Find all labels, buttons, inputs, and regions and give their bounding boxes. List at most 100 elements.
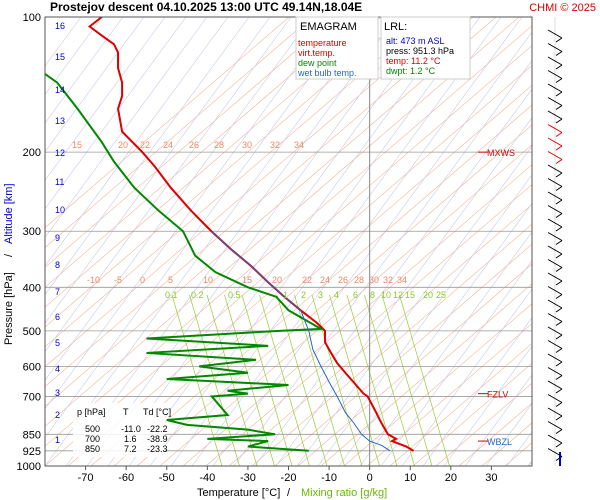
isotherm-line: [359, 231, 532, 466]
adiabat-line: [389, 342, 532, 466]
table-header-td: Td [°C]: [143, 407, 171, 417]
adiabat-line: [45, 17, 428, 348]
mixing-ratio-line: [206, 294, 258, 466]
wind-barb: [547, 218, 563, 228]
level-marker-label: FZLV: [487, 390, 508, 400]
lrl-alt: alt: 473 m ASL: [386, 36, 445, 46]
isotherm-line: [296, 145, 532, 466]
series-wet-bulb-temp-: [211, 230, 391, 452]
adiabat-line: [228, 203, 532, 466]
xlabel-mixing-ratio: Mixing ratio [g/kg]: [301, 487, 387, 499]
adiabat-line: [182, 164, 532, 466]
adiabat-line: [251, 223, 532, 466]
mixing-ratio-label: 0.2: [191, 290, 204, 300]
wind-barb: [547, 178, 563, 187]
theta-label-lower: -5: [114, 275, 122, 285]
mixing-ratio-label: 0.5: [228, 290, 241, 300]
wind-barb-flag: [555, 240, 563, 245]
wind-barb: [547, 326, 563, 336]
legend-wet-bulb: wet bulb temp.: [297, 68, 357, 78]
isotherm-line: [45, 17, 271, 324]
wind-barb-flag: [555, 186, 563, 191]
mixing-ratio-line: [346, 294, 398, 466]
wind-barb: [547, 394, 563, 403]
wind-barb: [547, 380, 563, 390]
wind-barb-flag: [555, 78, 563, 83]
wind-barb-flag: [555, 118, 563, 124]
legend: EMAGRAM temperature virt.temp. dew point…: [295, 16, 379, 80]
mixing-ratio-label: 6: [353, 290, 358, 300]
isotherm-line: [45, 17, 292, 353]
isotherm-line: [45, 17, 229, 267]
theta-label-upper: 34: [294, 140, 304, 150]
wind-barb-flag: [555, 267, 563, 272]
adiabat-line: [45, 17, 405, 328]
mixing-ratio-label: 10: [381, 290, 391, 300]
isotherm-line: [45, 17, 103, 96]
wind-barb-flag: [555, 172, 563, 178]
wind-barb-flag: [555, 226, 563, 232]
altitude-label: 11: [55, 177, 64, 187]
wind-barb: [547, 245, 563, 255]
wind-barb: [547, 313, 563, 322]
adiabat-line: [205, 184, 532, 466]
table-row-0-td: -22.2: [147, 424, 168, 434]
x-tick-label: -20: [281, 472, 297, 484]
isotherm-line: [45, 17, 124, 124]
adiabat-line: [320, 283, 532, 466]
altitude-label: 8: [55, 260, 60, 270]
adiabat-line: [90, 84, 532, 466]
adiabat-line: [136, 124, 532, 466]
level-table: p [hPa] T Td [°C] 500 -11.0 -22.2 700 1.…: [73, 403, 171, 457]
legend-virt-temp: virt.temp.: [298, 48, 335, 58]
level-marker-label: MXWS: [487, 148, 515, 158]
x-axis-label: Temperature [°C] / Mixing ratio [g/kg]: [197, 487, 387, 499]
theta-label-upper: 30: [242, 140, 252, 150]
theta-label-lower: 15: [242, 275, 252, 285]
adiabat-line: [45, 45, 532, 466]
wind-barb-flag: [555, 64, 563, 70]
table-row-2-td: -23.3: [147, 444, 168, 454]
isotherm-line: [45, 17, 334, 410]
isotherm-line: [86, 17, 418, 466]
isotherm-line: [401, 288, 532, 466]
mixing-ratio-line: [294, 294, 345, 466]
isotherm-line: [443, 345, 532, 466]
wind-barb-flag: [555, 37, 563, 43]
isotherm-line: [254, 88, 532, 466]
lrl-press: press: 951.3 hPa: [386, 46, 454, 56]
pressure-tick-label: 100: [23, 12, 41, 24]
theta-label-lower: 34: [397, 275, 407, 285]
adiabat-line: [297, 263, 532, 466]
adiabat-line: [412, 362, 532, 466]
theta-label-lower: 24: [320, 275, 330, 285]
altitude-label: 9: [55, 233, 60, 243]
ylabel-pressure: Pressure [hPa]: [3, 272, 15, 345]
wind-barb-flag: [555, 199, 563, 205]
isotherm-line: [149, 17, 481, 466]
pressure-tick-label: 400: [23, 282, 41, 294]
mixing-ratio-line: [364, 294, 415, 466]
isotherm-line: [45, 17, 208, 238]
adiabat-line: [45, 17, 382, 308]
altitude-label: 2: [55, 410, 60, 420]
wind-barb: [547, 110, 563, 120]
table-row-1-p: 700: [85, 434, 100, 444]
theta-label-upper: 15: [72, 140, 82, 150]
x-tick-label: -40: [199, 472, 215, 484]
legend-temperature: temperature: [298, 38, 347, 48]
adiabat-line: [45, 17, 520, 427]
wind-barb: [547, 286, 563, 295]
wind-barb-flag: [555, 91, 563, 97]
wind-barb: [547, 83, 563, 93]
adiabat-line: [45, 17, 336, 268]
isotherm-line: [233, 60, 532, 466]
wind-barb: [547, 137, 563, 147]
mixing-ratio-label: 3: [318, 290, 323, 300]
mixing-ratio-line: [259, 294, 310, 466]
wind-barb-flag: [555, 51, 563, 56]
isotherm-line: [45, 17, 187, 210]
mixing-ratio-label: 20: [423, 290, 433, 300]
mixing-ratio-line: [329, 294, 380, 466]
wind-barb-flag: [555, 361, 563, 367]
